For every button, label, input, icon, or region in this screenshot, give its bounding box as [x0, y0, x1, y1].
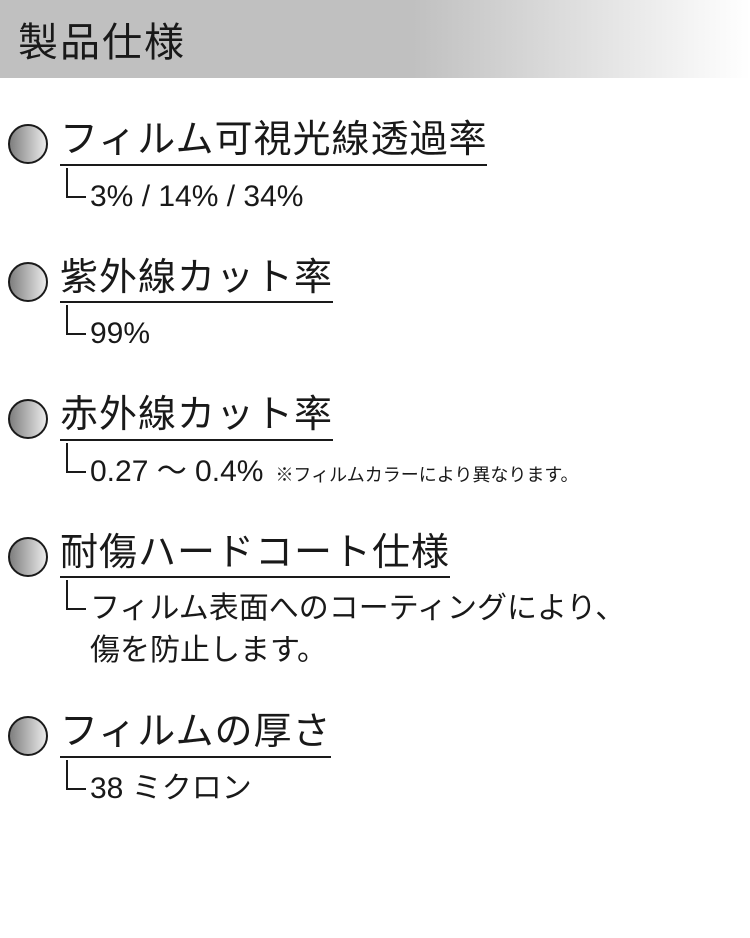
bullet-icon [8, 262, 48, 302]
corner-icon [66, 305, 86, 335]
spec-item: 赤外線カット率 0.27 ～ 0.4% ※フィルムカラーにより異なります。 [8, 393, 742, 493]
corner-icon [66, 580, 86, 610]
spec-value: 99% [90, 307, 150, 355]
spec-value-row: 99% [60, 307, 742, 355]
spec-item: フィルムの厚さ 38 ミクロン [8, 710, 742, 810]
corner-icon [66, 168, 86, 198]
spec-body: 紫外線カット率 99% [60, 256, 742, 356]
spec-body: フィルムの厚さ 38 ミクロン [60, 710, 742, 810]
bullet-icon [8, 537, 48, 577]
spec-title: 耐傷ハードコート仕様 [60, 531, 450, 579]
spec-item: フィルム可視光線透過率 3% / 14% / 34% [8, 118, 742, 218]
spec-value-row: 38 ミクロン [60, 762, 742, 810]
spec-body: 赤外線カット率 0.27 ～ 0.4% ※フィルムカラーにより異なります。 [60, 393, 742, 493]
bullet-icon [8, 399, 48, 439]
spec-value-row: 3% / 14% / 34% [60, 170, 742, 218]
spec-value: フィルム表面へのコーティングにより、傷を防止します。 [90, 582, 650, 672]
spec-value: 3% / 14% / 34% [90, 170, 303, 218]
spec-item: 耐傷ハードコート仕様 フィルム表面へのコーティングにより、傷を防止します。 [8, 531, 742, 673]
spec-body: 耐傷ハードコート仕様 フィルム表面へのコーティングにより、傷を防止します。 [60, 531, 742, 673]
bullet-icon [8, 716, 48, 756]
spec-value: 0.27 ～ 0.4% [90, 445, 263, 493]
spec-value: 38 ミクロン [90, 762, 252, 810]
bullet-icon [8, 124, 48, 164]
spec-body: フィルム可視光線透過率 3% / 14% / 34% [60, 118, 742, 218]
spec-note: ※フィルムカラーにより異なります。 [275, 445, 578, 487]
page-title: 製品仕様 [0, 0, 750, 78]
spec-value-row: フィルム表面へのコーティングにより、傷を防止します。 [60, 582, 742, 672]
spec-list: フィルム可視光線透過率 3% / 14% / 34% 紫外線カット率 99% 赤… [0, 78, 750, 810]
spec-title: フィルム可視光線透過率 [60, 118, 487, 166]
spec-value-row: 0.27 ～ 0.4% ※フィルムカラーにより異なります。 [60, 445, 742, 493]
corner-icon [66, 443, 86, 473]
spec-title: フィルムの厚さ [60, 710, 331, 758]
spec-item: 紫外線カット率 99% [8, 256, 742, 356]
spec-title: 紫外線カット率 [60, 256, 333, 304]
spec-title: 赤外線カット率 [60, 393, 333, 441]
corner-icon [66, 760, 86, 790]
